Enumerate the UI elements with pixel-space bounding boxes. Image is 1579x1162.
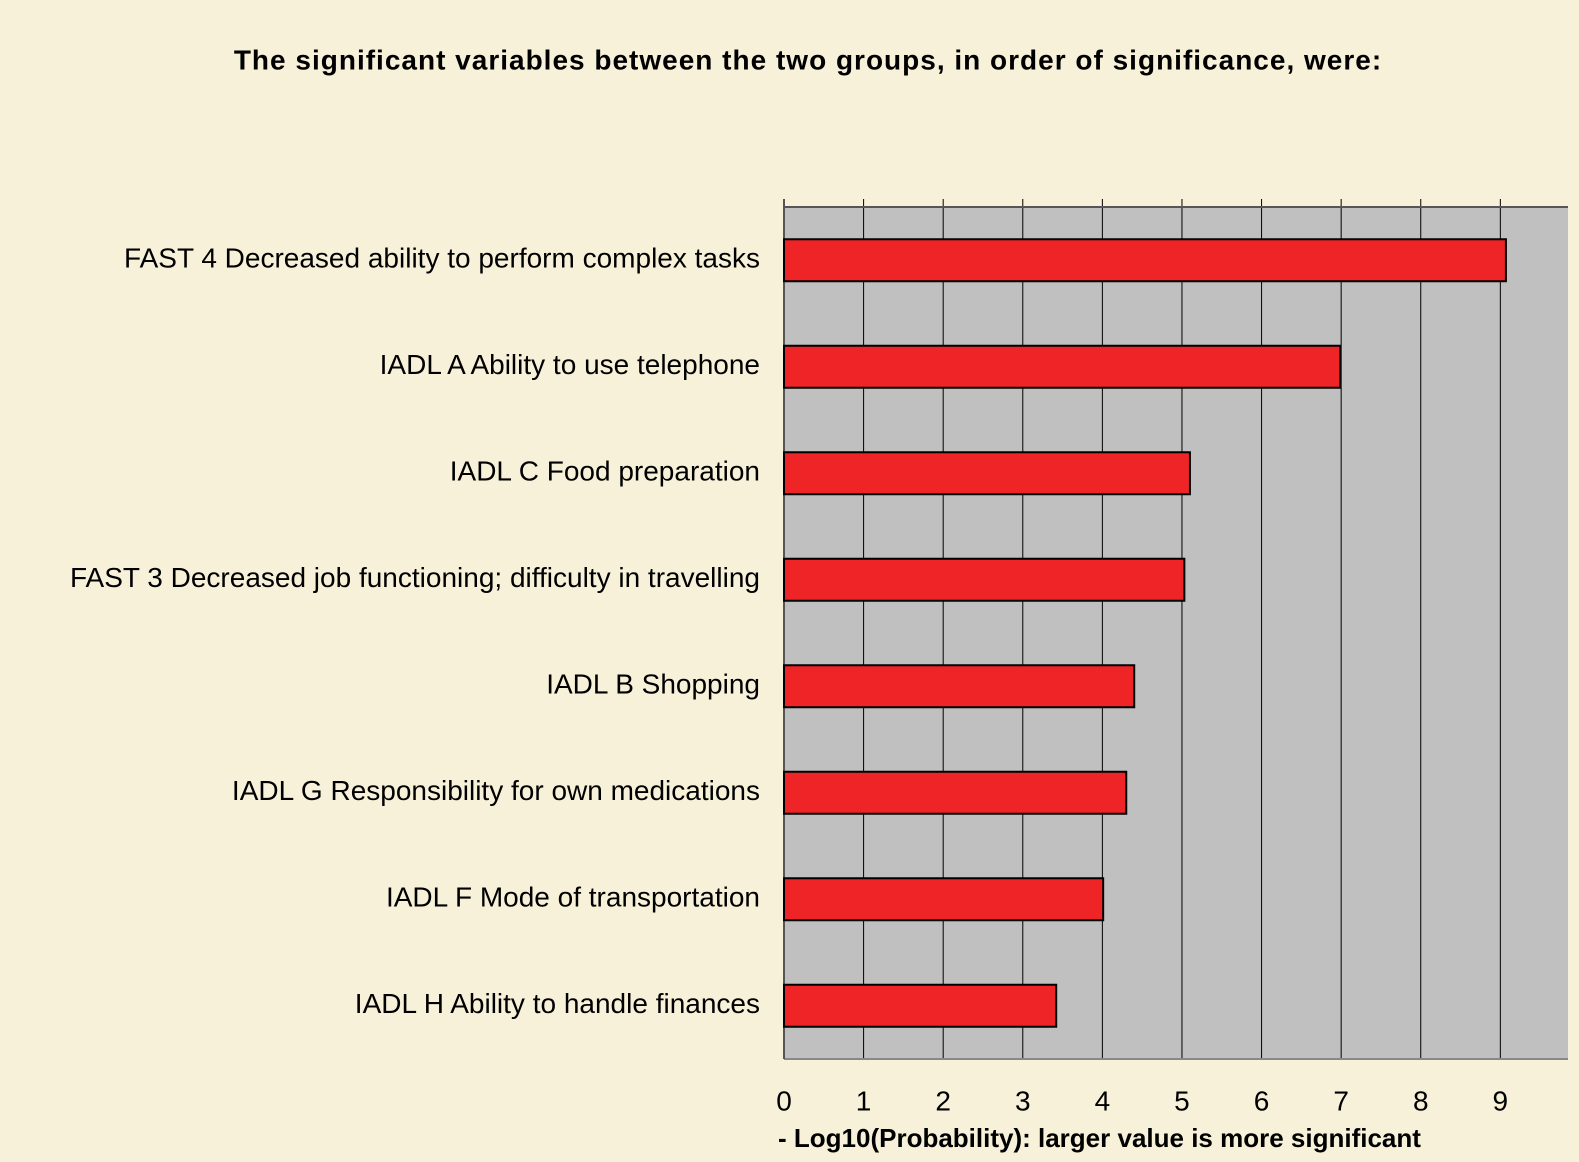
bar [783,877,1105,922]
y-tick-label: IADL H Ability to handle finances [355,988,760,1019]
x-axis-label: - Log10(Probability): larger value is mo… [778,1123,1421,1153]
x-tick-label: 6 [1254,1085,1270,1116]
plot-area [784,207,1568,1059]
x-tick-label: 8 [1413,1085,1429,1116]
y-tick-label: FAST 4 Decreased ability to perform comp… [124,243,760,274]
bar [783,557,1186,602]
bar [783,770,1128,815]
bar [783,238,1507,283]
y-tick-label: IADL B Shopping [546,669,760,700]
y-tick-label: IADL F Mode of transportation [386,882,760,913]
bar [783,344,1342,389]
x-tick-label: 5 [1174,1085,1190,1116]
x-tick-label: 9 [1493,1085,1509,1116]
x-tick-label: 7 [1333,1085,1349,1116]
chart-title: The significant variables between the tw… [234,44,1382,75]
y-tick-label: IADL C Food preparation [450,456,760,487]
x-tick-label: 4 [1095,1085,1111,1116]
y-tick-label: IADL A Ability to use telephone [380,349,760,380]
y-tick-label: IADL G Responsibility for own medication… [232,775,760,806]
x-tick-label: 0 [776,1085,792,1116]
x-tick-label: 3 [1015,1085,1031,1116]
y-tick-label: FAST 3 Decreased job functioning; diffic… [70,562,760,593]
bar [783,983,1058,1028]
bar [783,451,1191,496]
x-tick-label: 2 [935,1085,951,1116]
bar [783,664,1136,709]
x-tick-label: 1 [856,1085,872,1116]
